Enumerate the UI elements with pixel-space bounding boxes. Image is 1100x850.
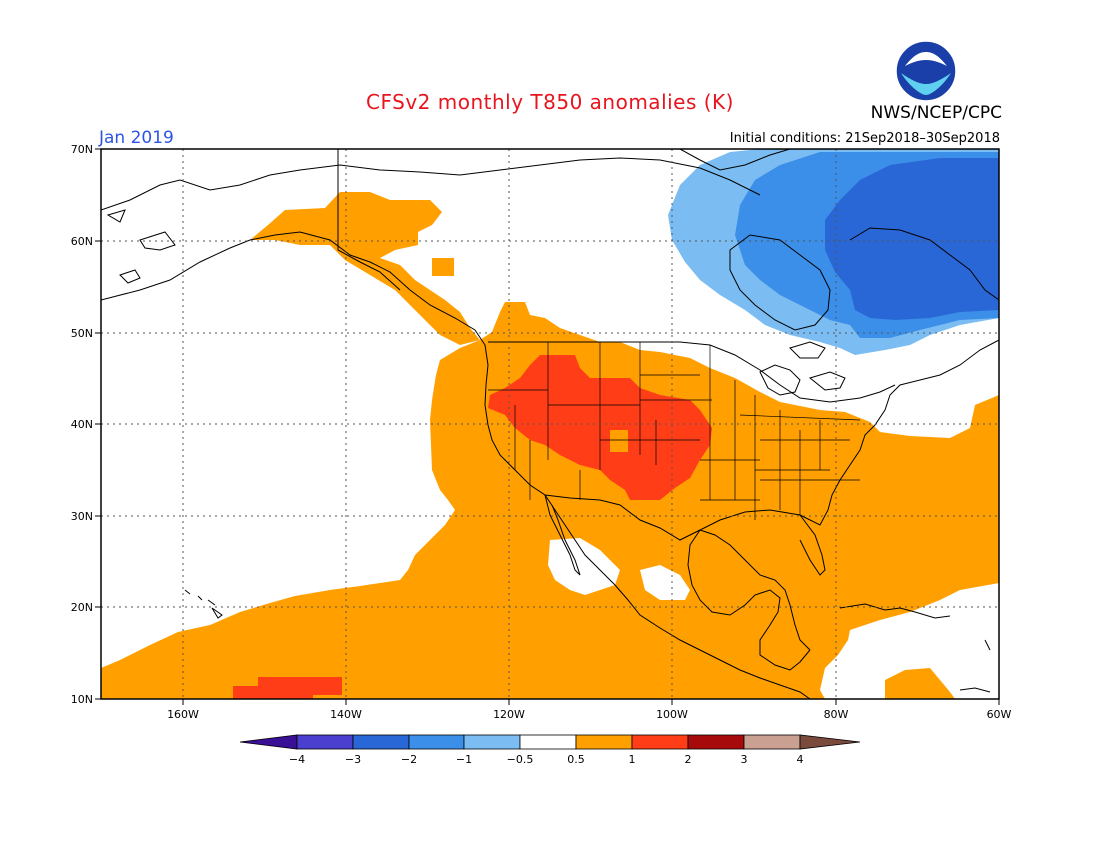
lat-label: 30N <box>71 510 93 523</box>
colorbar-label: 1 <box>629 753 636 766</box>
anomaly-orange-region <box>101 302 999 699</box>
colorbar-label: 3 <box>741 753 748 766</box>
initial-conditions: Initial conditions: 21Sep2018–30Sep2018 <box>729 131 1000 146</box>
colorbar-label: −3 <box>345 753 361 766</box>
graticule <box>101 149 999 699</box>
lon-label: 80W <box>824 708 849 721</box>
longitude-labels: 160W 140W 120W 100W 80W 60W <box>167 708 1011 721</box>
lat-label: 20N <box>71 601 93 614</box>
colorbar-label: 4 <box>797 753 804 766</box>
state-borders <box>488 342 861 520</box>
anomaly-darkblue-region <box>825 158 999 320</box>
noaa-logo-icon <box>895 40 957 102</box>
axis-ticks <box>95 148 1000 705</box>
coastline-greenland <box>679 149 791 171</box>
anomaly-orange-hole <box>610 430 628 452</box>
coastline-east <box>698 339 999 651</box>
latitude-labels: 70N 60N 50N 40N 30N 20N 10N <box>71 143 93 706</box>
lat-label: 50N <box>71 327 93 340</box>
lon-label: 140W <box>330 708 362 721</box>
colorbar-segment <box>352 734 410 750</box>
colorbar-segment <box>687 734 745 750</box>
colorbar-labels: −4 −3 −2 −1 −0.5 0.5 1 2 3 4 <box>289 753 804 766</box>
lon-label: 160W <box>167 708 199 721</box>
anomaly-neutral-mexico <box>548 538 620 595</box>
lon-label: 100W <box>656 708 688 721</box>
lat-label: 10N <box>71 693 93 706</box>
colorbar-label: −2 <box>401 753 417 766</box>
anomaly-red-pacific-2 <box>258 677 342 695</box>
colorbar-segment <box>296 734 354 750</box>
coastlines <box>101 149 999 699</box>
colorbar-segment <box>575 734 633 750</box>
coastline-hudson <box>729 234 831 331</box>
coastline-islands <box>106 209 176 284</box>
border-us-mexico <box>544 494 701 541</box>
colorbar-segment <box>519 734 577 750</box>
anomaly-neutral-east-pacific <box>640 565 690 600</box>
colorbar-segment <box>408 734 465 750</box>
colorbar-label: 2 <box>685 753 692 766</box>
lat-label: 40N <box>71 418 93 431</box>
colorbar-segment <box>463 734 521 750</box>
agency-label: NWS/NCEP/CPC <box>870 103 1002 123</box>
coastline-west <box>101 231 811 699</box>
colorbar-segment <box>743 734 801 750</box>
state-lines <box>488 342 861 520</box>
lon-label: 120W <box>493 708 525 721</box>
lon-label: 60W <box>987 708 1012 721</box>
forecast-month: Jan 2019 <box>99 128 174 148</box>
coastline-labrador <box>849 227 999 301</box>
colorbar-label: −1 <box>456 753 472 766</box>
colorbar-segment <box>239 734 298 750</box>
anomaly-orange-north <box>250 192 480 345</box>
border-alaska <box>337 149 401 291</box>
colorbar-segment <box>631 734 689 750</box>
coastline-florida <box>799 514 826 576</box>
anomaly-orange-patch <box>432 258 454 276</box>
coastline-arctic <box>101 157 761 211</box>
coastline-hawaii <box>184 589 223 619</box>
coastline-great-lakes <box>759 341 846 396</box>
lat-label: 60N <box>71 235 93 248</box>
colorbar-label: 0.5 <box>567 753 585 766</box>
lat-label: 70N <box>71 143 93 156</box>
colorbar-label: −0.5 <box>507 753 534 766</box>
colorbar <box>239 734 861 750</box>
coastline-caribbean <box>839 603 991 693</box>
border-us-canada <box>488 341 896 403</box>
coastline-gulf <box>687 529 811 671</box>
coastline-baja <box>544 494 581 576</box>
colorbar-segment <box>799 734 861 750</box>
map-title: CFSv2 monthly T850 anomalies (K) <box>366 90 734 114</box>
colorbar-label: −4 <box>289 753 305 766</box>
